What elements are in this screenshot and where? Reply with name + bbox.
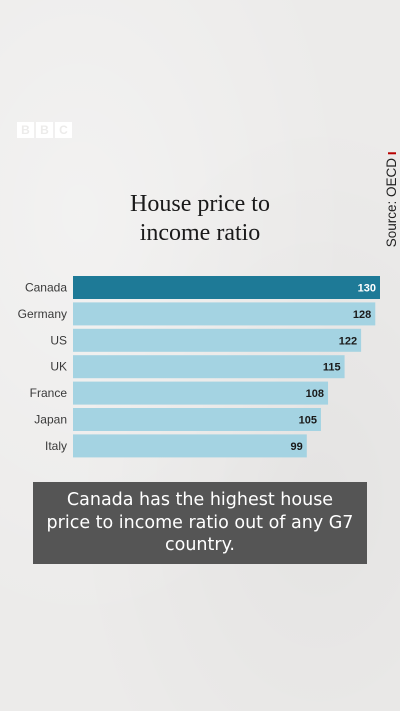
source-marker [387,152,396,154]
bar-italy [73,434,307,458]
category-label: Canada [25,281,67,295]
caption-box: Canada has the highest house price to in… [33,482,367,564]
bar-chart: Canada 130 Germany 128 US 122 UK 115 France 108 Ja… [18,276,380,458]
bar-france [73,381,329,405]
bar-canada [73,276,380,299]
value-label: 108 [306,388,324,400]
category-label: Italy [45,439,67,453]
value-label: 122 [339,335,357,347]
category-label: UK [50,360,67,374]
bar-us [73,328,362,352]
chart-title-line: income ratio [139,219,261,246]
value-label: 115 [323,362,341,374]
caption-text: Canada has the highest house price to in… [46,489,354,556]
chart-title-line: House price to [130,191,270,217]
bar-germany [73,302,376,326]
value-label: 99 [291,441,303,453]
bar-uk [73,355,345,379]
logo-letter: C [55,122,72,138]
logo-letter: B [17,122,34,138]
category-label: Germany [18,307,67,321]
value-label: 105 [299,415,317,427]
value-label: 130 [358,283,376,295]
category-label: Japan [34,413,67,427]
category-label: France [30,386,68,400]
bar-japan [73,408,321,431]
logo-letter: B [36,122,53,138]
bbc-logo: B B C [17,122,72,138]
category-label: US [50,333,67,347]
value-label: 128 [353,309,371,321]
chart-title: House price to income ratio [0,190,400,248]
